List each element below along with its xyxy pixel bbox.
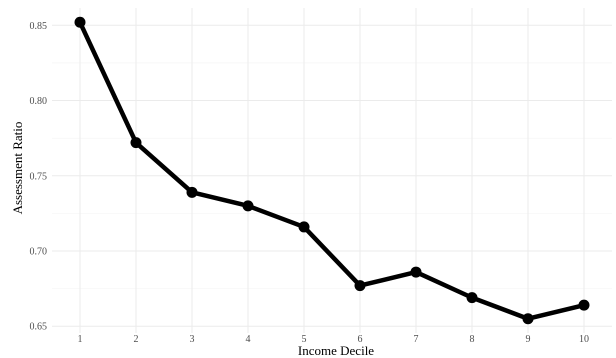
x-tick-label: 8: [470, 334, 475, 345]
y-tick-label: 0.65: [30, 322, 48, 333]
y-tick-label: 0.80: [30, 96, 48, 107]
x-tick-label: 10: [579, 334, 589, 345]
x-tick-label: 3: [190, 334, 195, 345]
y-axis-ticks: 0.65 0.70 0.75 0.80 0.85: [30, 21, 48, 333]
data-point: [410, 266, 422, 278]
data-point: [578, 299, 590, 311]
series-line: [77, 20, 587, 321]
y-tick-label: 0.75: [30, 171, 48, 182]
x-tick-label: 9: [526, 334, 531, 345]
data-point: [130, 137, 142, 149]
data-point: [522, 313, 534, 325]
x-tick-label: 1: [78, 334, 83, 345]
data-points: [74, 16, 590, 325]
x-tick-label: 2: [134, 334, 139, 345]
grid: [52, 8, 612, 333]
x-tick-label: 5: [302, 334, 307, 345]
x-axis-ticks: 1 2 3 4 5 6 7 8 9 10: [78, 334, 590, 345]
x-tick-label: 6: [358, 334, 363, 345]
data-point: [74, 16, 86, 28]
series-line-path: [77, 20, 587, 321]
x-tick-label: 7: [414, 334, 419, 345]
data-point: [466, 292, 478, 304]
data-point: [298, 221, 310, 233]
y-tick-label: 0.85: [30, 21, 48, 32]
x-axis-title: Income Decile: [298, 343, 374, 358]
data-point: [354, 280, 366, 292]
x-tick-label: 4: [246, 334, 251, 345]
data-point: [242, 200, 254, 212]
y-axis-title: Assessment Ratio: [10, 122, 25, 215]
y-tick-label: 0.70: [30, 246, 48, 257]
data-point: [186, 186, 198, 198]
